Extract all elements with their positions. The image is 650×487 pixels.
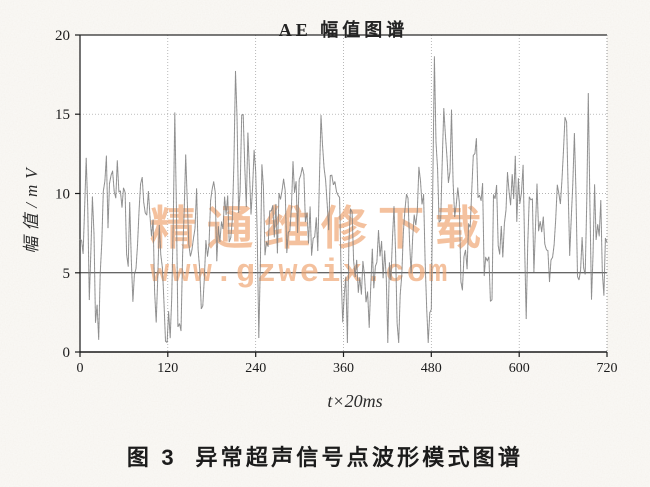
- svg-text:720: 720: [597, 361, 618, 376]
- svg-text:480: 480: [421, 361, 442, 376]
- svg-text:15: 15: [55, 107, 70, 123]
- svg-text:5: 5: [63, 266, 71, 282]
- svg-text:600: 600: [509, 361, 530, 376]
- svg-text:0: 0: [63, 345, 71, 361]
- svg-text:0: 0: [77, 361, 84, 376]
- svg-text:240: 240: [245, 361, 266, 376]
- svg-text:120: 120: [157, 361, 178, 376]
- svg-text:360: 360: [333, 361, 354, 376]
- svg-text:10: 10: [55, 187, 70, 203]
- svg-text:20: 20: [55, 28, 70, 44]
